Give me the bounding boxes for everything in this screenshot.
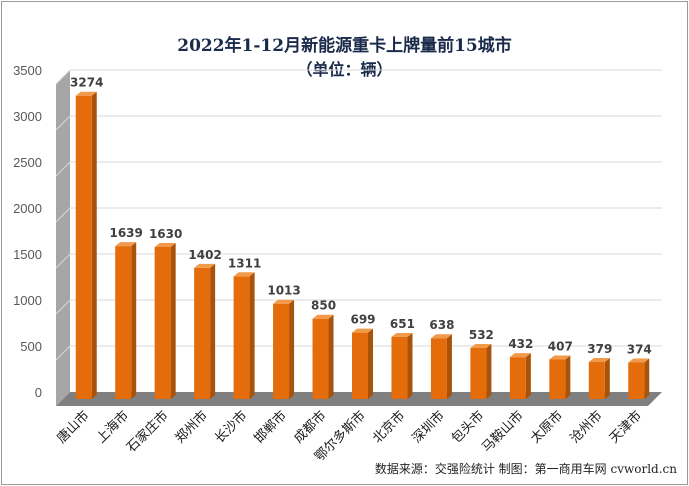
bar: [352, 332, 368, 399]
data-label: 638: [429, 318, 454, 332]
gridline-wall: [55, 253, 71, 269]
bar-top: [352, 328, 373, 333]
bar: [430, 338, 447, 399]
data-label: 1402: [188, 248, 221, 262]
x-category-label: 郑州市: [172, 408, 211, 447]
x-category-label: 包头市: [448, 408, 487, 447]
x-category-label: 沧州市: [567, 408, 606, 447]
data-label: 1311: [228, 256, 261, 270]
bar-side: [249, 272, 255, 399]
bar: [391, 337, 408, 399]
x-category-label: 石家庄市: [123, 408, 171, 456]
bar-side: [486, 343, 492, 399]
gridline-wall: [55, 345, 71, 361]
data-label: 699: [350, 313, 375, 327]
bar: [115, 246, 132, 399]
bar-side: [604, 358, 610, 399]
x-category-label: 太原市: [527, 408, 566, 447]
source-note: 数据来源：交强险统计 制图：第一商用车网 cvworld.cn: [374, 462, 677, 476]
bar-top: [391, 333, 413, 338]
bar-side: [525, 353, 531, 399]
bar-side: [565, 355, 571, 399]
gridline-wall: [55, 299, 71, 315]
data-label: 532: [469, 328, 494, 342]
data-label: 850: [311, 299, 336, 313]
data-label: 407: [548, 339, 573, 353]
bar-side: [644, 358, 650, 399]
data-label: 432: [508, 337, 533, 351]
x-category-label: 成都市: [290, 408, 329, 447]
bar: [75, 95, 92, 399]
data-label: 1630: [149, 227, 182, 241]
y-tick-label: 3500: [13, 63, 42, 78]
bar-top: [628, 358, 650, 363]
bar: [470, 347, 487, 399]
x-category-label: 长沙市: [212, 408, 251, 447]
bar-side: [210, 263, 216, 399]
bar-top: [273, 299, 295, 304]
bar-top: [470, 343, 492, 348]
bar: [273, 303, 290, 399]
bar: [509, 357, 526, 399]
x-category-label: 天津市: [606, 408, 645, 447]
bar-top: [233, 272, 255, 277]
bar-side: [131, 242, 137, 399]
bar-side: [91, 91, 97, 399]
x-category-label: 马鞍山市: [479, 408, 527, 456]
bar-side: [446, 334, 452, 399]
bar-top: [194, 263, 216, 268]
x-category-label: 邯郸市: [251, 408, 290, 447]
data-label: 1639: [109, 226, 142, 240]
y-tick-label: 3000: [13, 109, 42, 124]
data-label: 1013: [267, 284, 300, 298]
y-tick-label: 2500: [13, 155, 42, 170]
bar-side: [289, 299, 295, 399]
bar-top: [549, 355, 571, 360]
chart-title: 2022年1-12月新能源重卡上牌量前15城市: [177, 36, 512, 56]
bar-top: [154, 242, 176, 247]
bar: [154, 246, 171, 399]
bar-side: [407, 333, 413, 399]
gridline-wall: [55, 115, 71, 131]
bar-side: [328, 314, 334, 399]
bar-top: [312, 314, 334, 319]
bar-side: [170, 242, 176, 399]
bar-side: [368, 328, 373, 399]
y-tick-label: 500: [20, 339, 42, 354]
gridline-wall: [55, 161, 71, 177]
bar: [233, 276, 250, 399]
y-tick-label: 1500: [13, 247, 42, 262]
bar: [628, 362, 645, 399]
bar: [549, 359, 566, 399]
data-label: 3274: [70, 76, 103, 90]
gridline-wall: [55, 69, 71, 85]
y-tick-label: 2000: [13, 201, 42, 216]
bar: [312, 318, 329, 399]
x-category-label: 北京市: [369, 408, 408, 447]
y-tick-label: 1000: [13, 293, 42, 308]
bar-top: [75, 91, 97, 96]
bar-top: [588, 358, 610, 363]
y-tick-label: 0: [35, 385, 42, 400]
bar-top: [430, 334, 452, 339]
bar-top: [509, 353, 531, 358]
x-category-label: 上海市: [93, 408, 132, 447]
data-label: 374: [627, 342, 652, 356]
bar-top: [115, 242, 137, 247]
chart-side-wall: [56, 70, 70, 406]
bar: [588, 362, 605, 399]
data-label: 379: [587, 342, 612, 356]
data-label: 651: [390, 317, 415, 331]
x-category-label: 唐山市: [54, 408, 93, 447]
x-category-label: 深圳市: [409, 408, 448, 447]
bar: [194, 267, 211, 399]
gridline-wall: [55, 207, 71, 223]
